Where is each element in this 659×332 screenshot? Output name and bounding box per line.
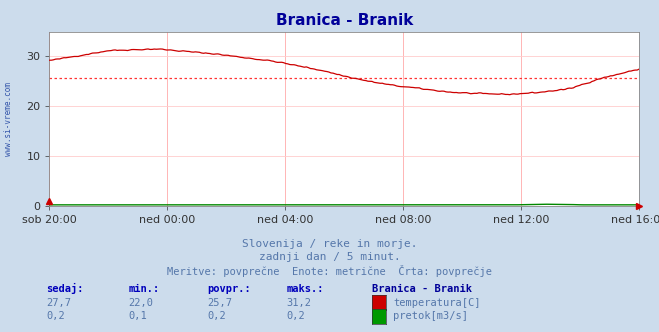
Text: Branica - Branik: Branica - Branik: [372, 284, 473, 294]
Text: 0,2: 0,2: [208, 311, 226, 321]
Text: 25,7: 25,7: [208, 298, 233, 308]
Text: pretok[m3/s]: pretok[m3/s]: [393, 311, 469, 321]
Text: 22,0: 22,0: [129, 298, 154, 308]
Text: 0,1: 0,1: [129, 311, 147, 321]
Text: 27,7: 27,7: [46, 298, 71, 308]
Text: maks.:: maks.:: [287, 284, 324, 294]
Title: Branica - Branik: Branica - Branik: [275, 13, 413, 28]
Text: Slovenija / reke in morje.: Slovenija / reke in morje.: [242, 239, 417, 249]
Text: temperatura[C]: temperatura[C]: [393, 298, 481, 308]
Text: sedaj:: sedaj:: [46, 283, 84, 294]
Text: povpr.:: povpr.:: [208, 284, 251, 294]
Text: 31,2: 31,2: [287, 298, 312, 308]
Text: min.:: min.:: [129, 284, 159, 294]
Text: www.si-vreme.com: www.si-vreme.com: [4, 82, 13, 156]
Text: zadnji dan / 5 minut.: zadnji dan / 5 minut.: [258, 252, 401, 262]
Text: 0,2: 0,2: [46, 311, 65, 321]
Text: 0,2: 0,2: [287, 311, 305, 321]
Text: Meritve: povprečne  Enote: metrične  Črta: povprečje: Meritve: povprečne Enote: metrične Črta:…: [167, 265, 492, 277]
